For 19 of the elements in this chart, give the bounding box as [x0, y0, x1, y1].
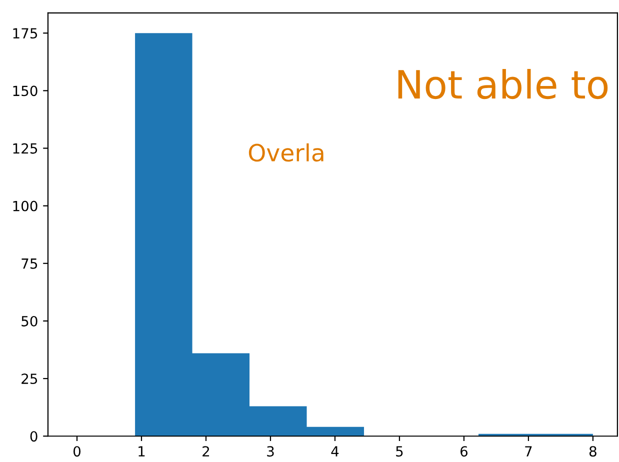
y-tick-label: 100	[13, 200, 38, 212]
y-tick-label: 25	[22, 374, 38, 384]
x-tick-label: 0	[73, 446, 80, 457]
x-tick-label: 5	[396, 446, 403, 457]
y-tick-label: 175	[13, 28, 38, 39]
annotation: Not able to	[398, 68, 608, 100]
y-tick-label: 125	[13, 143, 38, 154]
x-tick-label: 6	[460, 446, 468, 457]
x-tick-label: 3	[267, 446, 274, 457]
y-tick-label: 75	[22, 258, 38, 269]
y-tick-label: 150	[13, 86, 38, 96]
x-tick-label: 4	[331, 446, 339, 456]
annotation: Overla	[248, 143, 324, 162]
x-tick-label: 8	[589, 446, 596, 457]
x-tick-label: 7	[525, 446, 532, 456]
x-tick-label: 2	[202, 446, 210, 456]
x-tick-label: 1	[138, 446, 145, 456]
y-tick-label: 0	[30, 431, 38, 442]
y-tick-label: 50	[22, 316, 38, 326]
